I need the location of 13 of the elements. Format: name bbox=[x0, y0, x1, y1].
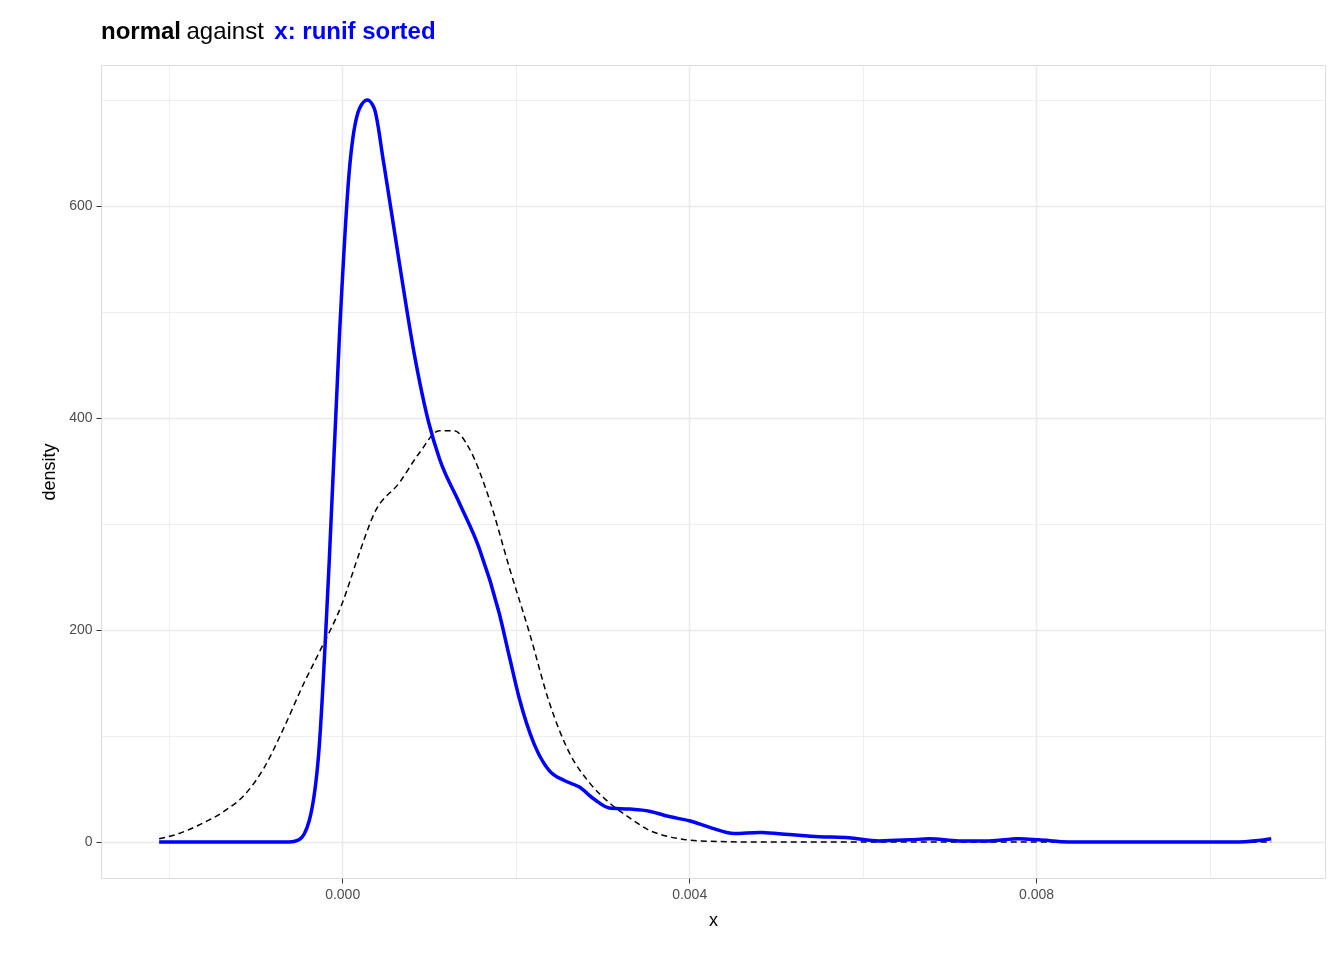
y-tick-label: 600 bbox=[69, 197, 93, 214]
y-tick-label: 200 bbox=[69, 621, 93, 638]
x-tick-label: 0.004 bbox=[672, 885, 708, 902]
x-tick-label: 0.000 bbox=[325, 885, 361, 902]
y-tick-label: 0 bbox=[84, 833, 93, 850]
text: x: runif sorted bbox=[274, 17, 436, 44]
line-series bbox=[157, 98, 1273, 844]
x-axis-title: x bbox=[709, 909, 718, 930]
chart-title: against bbox=[186, 17, 265, 44]
y-tick-label: 400 bbox=[69, 409, 93, 426]
text: normal bbox=[101, 17, 182, 44]
y-axis-title: density bbox=[39, 443, 60, 501]
x-tick-label: 0.008 bbox=[1019, 885, 1055, 902]
